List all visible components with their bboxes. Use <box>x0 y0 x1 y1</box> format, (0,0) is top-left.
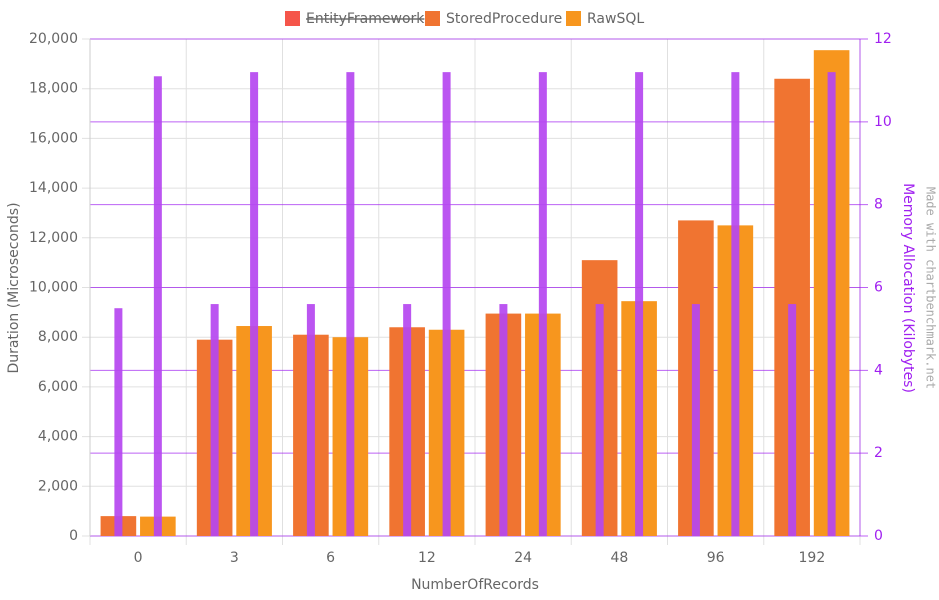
memory-bar <box>691 304 700 536</box>
y-tick-label: 14,000 <box>29 180 78 196</box>
memory-bar <box>538 72 547 536</box>
memory-bar <box>788 304 797 536</box>
legend-label[interactable]: StoredProcedure <box>446 11 562 27</box>
memory-bar <box>442 72 451 536</box>
y-tick-label: 16,000 <box>29 130 78 146</box>
memory-bar <box>114 308 123 536</box>
x-tick-label: 192 <box>799 550 826 566</box>
y2-axis-label: Memory Allocation (Kilobytes) <box>900 183 916 393</box>
x-tick-label: 24 <box>514 550 532 566</box>
y-tick-label: 8,000 <box>38 329 78 345</box>
legend-label[interactable]: RawSQL <box>587 11 644 27</box>
memory-bar <box>635 72 644 536</box>
memory-bar <box>499 304 508 536</box>
x-tick-label: 12 <box>418 550 436 566</box>
x-tick-label: 96 <box>707 550 725 566</box>
legend-label[interactable]: EntityFramework <box>306 11 425 27</box>
y-tick-label: 18,000 <box>29 81 78 97</box>
legend-swatch <box>566 11 581 26</box>
y2-tick-label: 10 <box>874 114 892 130</box>
memory-bar <box>306 304 315 536</box>
x-tick-label: 6 <box>326 550 335 566</box>
memory-bar <box>595 304 604 536</box>
y2-tick-label: 2 <box>874 445 883 461</box>
memory-bar <box>403 304 412 536</box>
y-tick-label: 10,000 <box>29 280 78 296</box>
y-tick-label: 6,000 <box>38 379 78 395</box>
y2-tick-label: 4 <box>874 362 883 378</box>
x-tick-label: 0 <box>134 550 143 566</box>
memory-bar <box>153 76 162 537</box>
y2-tick-label: 8 <box>874 197 883 213</box>
watermark: Made with chartbenchmark.net <box>924 187 938 389</box>
memory-bar <box>250 72 259 536</box>
y-tick-label: 12,000 <box>29 230 78 246</box>
y-axis-label: Duration (Microseconds) <box>6 202 22 373</box>
memory-bar <box>731 72 740 536</box>
memory-bar <box>346 72 355 536</box>
x-tick-label: 48 <box>610 550 628 566</box>
legend-swatch <box>285 11 300 26</box>
y-tick-label: 20,000 <box>29 31 78 47</box>
y-tick-label: 0 <box>69 528 78 544</box>
legend-swatch <box>425 11 440 26</box>
y-tick-label: 4,000 <box>38 429 78 445</box>
y2-tick-label: 12 <box>874 31 892 47</box>
x-tick-label: 3 <box>230 550 239 566</box>
y2-tick-label: 0 <box>874 528 883 544</box>
y2-tick-label: 6 <box>874 280 883 296</box>
x-axis-label: NumberOfRecords <box>411 577 539 593</box>
memory-bar <box>827 72 836 536</box>
memory-bar <box>210 304 219 536</box>
y-tick-label: 2,000 <box>38 478 78 494</box>
